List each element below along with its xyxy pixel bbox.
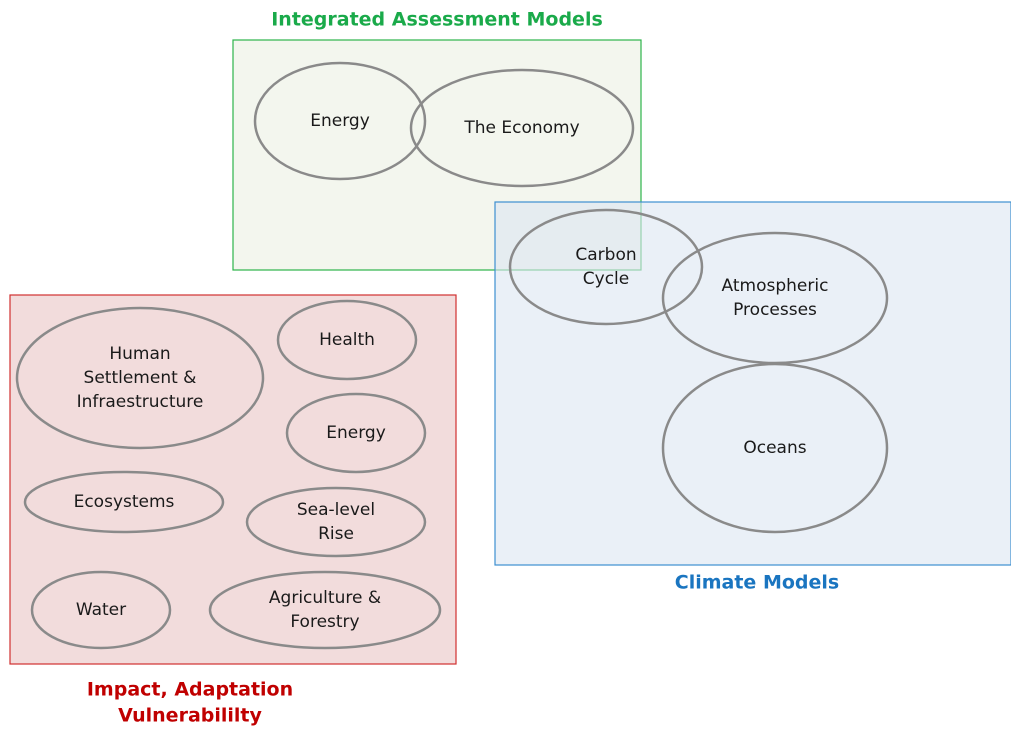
node-ellipse (276, 299, 418, 381)
node-label: Infraestructure (77, 392, 204, 412)
node-ellipse (253, 61, 427, 181)
group-title: Impact, Adaptation (87, 679, 293, 701)
node-label: Health (319, 330, 375, 350)
node-label: Carbon (575, 245, 636, 265)
node-label: Forestry (290, 612, 359, 632)
node-label: Energy (310, 111, 370, 131)
node-label: Settlement & (84, 368, 197, 388)
node-label: Sea-level (297, 500, 375, 520)
node-label: Cycle (583, 269, 629, 289)
node-label: Atmospheric (722, 276, 829, 296)
group-box (9, 294, 457, 665)
node-ellipse (409, 68, 635, 188)
node-label: Water (76, 600, 126, 620)
node-label: Oceans (743, 438, 806, 458)
node-label: Energy (326, 423, 386, 443)
node-label: Processes (733, 300, 817, 320)
node-ellipse (508, 208, 704, 326)
node-label: Agriculture & (269, 588, 381, 608)
group-title: Vulnerabililty (118, 705, 262, 727)
node-ellipse (285, 392, 427, 474)
node-ellipse (208, 570, 442, 650)
group-title: Climate Models (675, 572, 839, 594)
node-label: Ecosystems (74, 492, 175, 512)
node-ellipse (23, 470, 225, 534)
node-ellipse (15, 306, 265, 450)
group-box (494, 201, 1011, 566)
node-ellipse (30, 570, 172, 650)
node-ellipse (245, 486, 427, 558)
node-label: Rise (318, 524, 354, 544)
node-ellipse (661, 362, 889, 534)
group-title: Integrated Assessment Models (271, 9, 603, 31)
node-label: The Economy (463, 118, 579, 138)
node-label: Human (109, 344, 170, 364)
